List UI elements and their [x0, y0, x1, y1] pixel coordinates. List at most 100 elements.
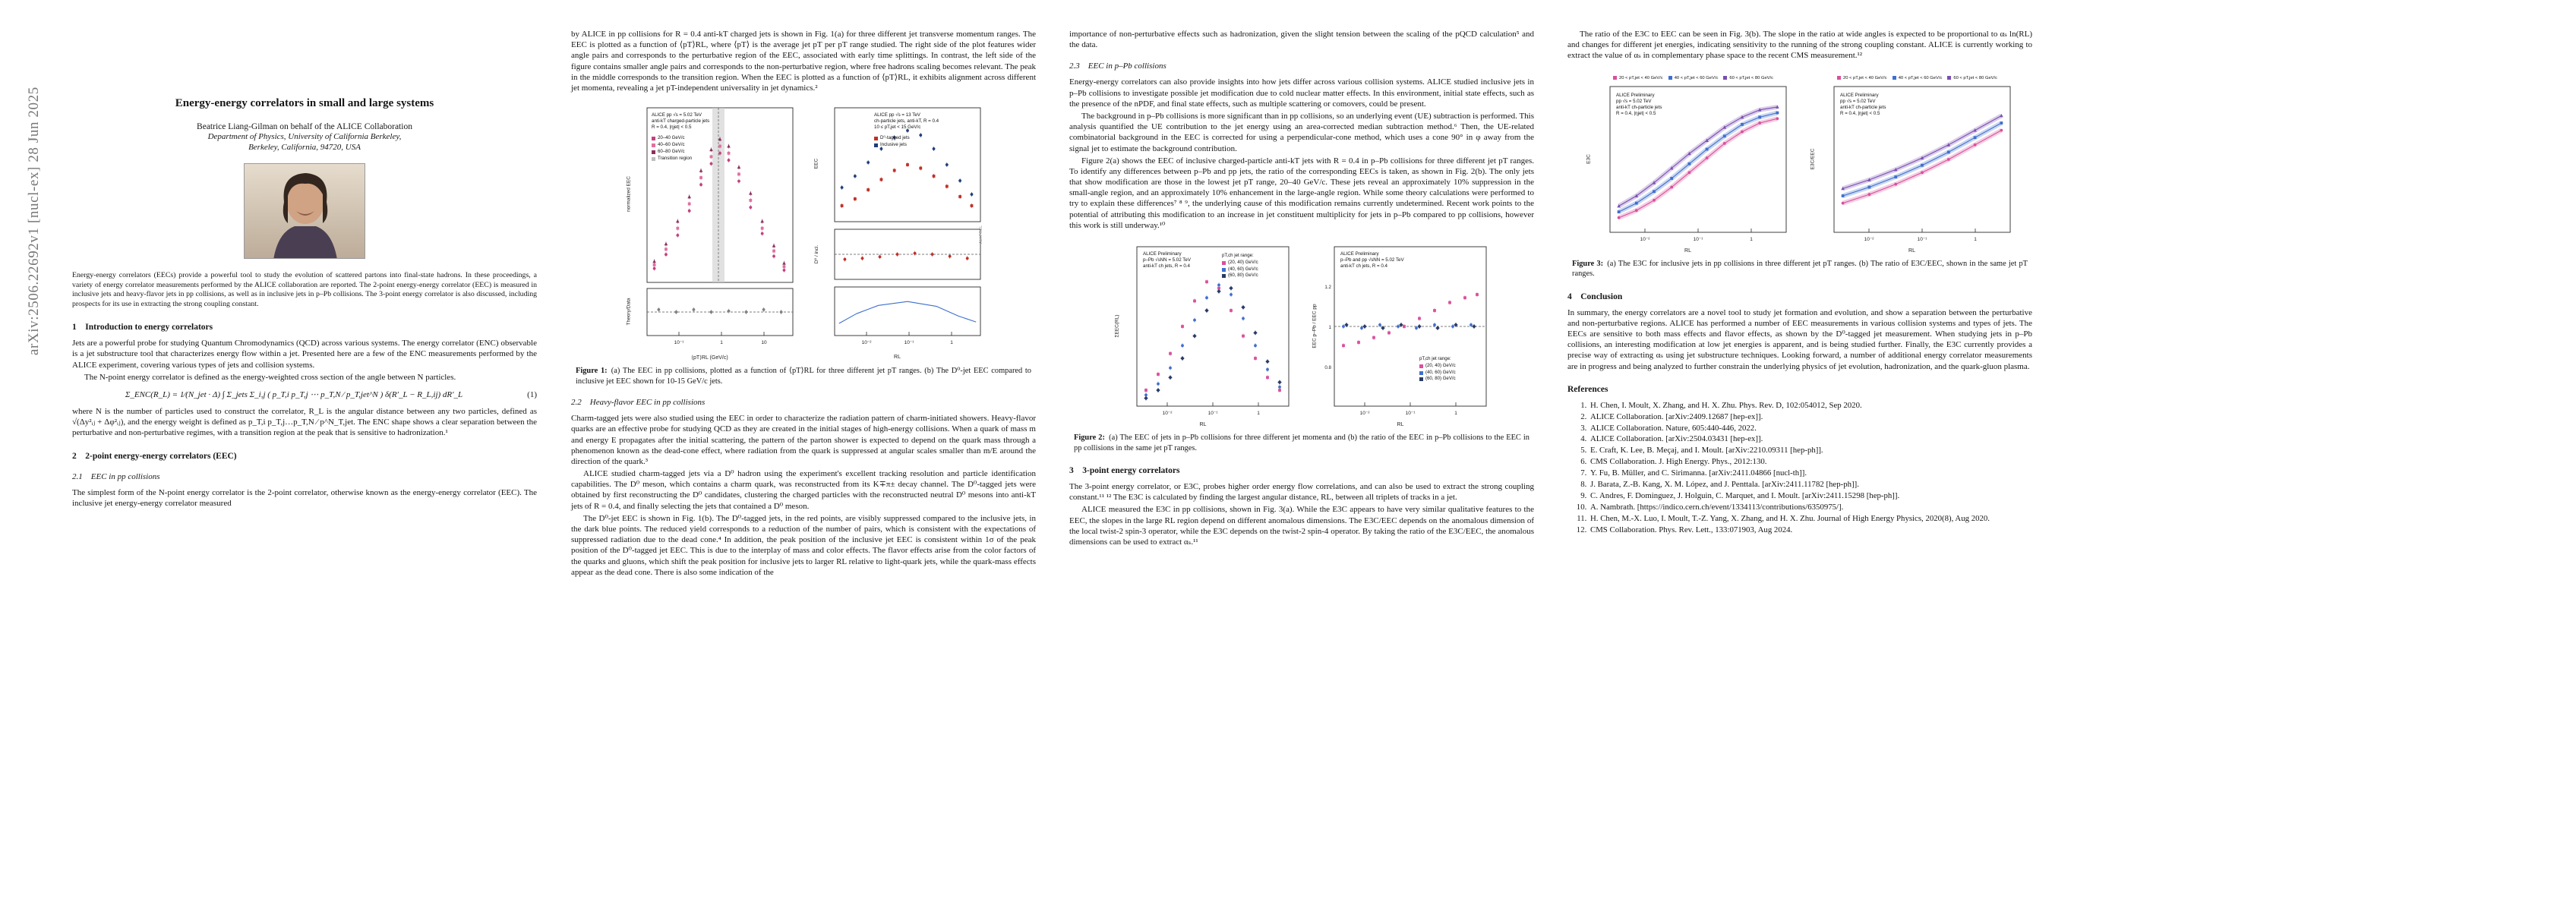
abstract-text: Energy-energy correlators (EECs) provide… [72, 270, 537, 309]
x-tick-label: 10 [761, 340, 767, 345]
e3c-eec-ratio-plot: 10⁻² 10⁻¹ 1 [1833, 86, 2011, 242]
figure-2-caption: Figure 2: (a) The EEC of jets in p–Pb co… [1074, 433, 1530, 453]
alice-figure-id: ALI-PREL [978, 225, 983, 244]
data-series [840, 128, 974, 197]
section-2-heading: 2 2-point energy-energy correlators (EEC… [72, 451, 237, 461]
paragraph: ALICE measured the E3C in pp collisions,… [1069, 505, 1534, 547]
data-series [1841, 113, 2003, 191]
eec-pp-plot: 10⁻¹ 1 10 [646, 107, 794, 345]
data-series [1144, 282, 1281, 398]
legend-item: 60–80 GeV/c [652, 149, 692, 156]
legend-marker-icon [1222, 274, 1226, 279]
figure-2-panel-b: 10⁻² 10⁻¹ 1 1.2 1 0.8 ALICE Preliminary … [1305, 241, 1495, 427]
references-list: H. Chen, I. Moult, X. Zhang, and H. X. Z… [1574, 400, 2032, 536]
data-series [1841, 120, 2003, 198]
plot-header-line: ch-particle jets, anti-kT, R = 0.4 [874, 118, 939, 125]
legend-item: (60, 80) GeV/c [1419, 376, 1456, 383]
plot-header: ALICE pp √s = 5.02 TeV anti-kT charged-p… [652, 112, 709, 131]
data-series [1841, 128, 2003, 206]
legend-marker-icon [874, 137, 878, 141]
figure-2-panel-a: 10⁻² 10⁻¹ 1 ALICE Preliminary p–Pb √sNN … [1108, 241, 1298, 427]
plot-header-line: ALICE Preliminary [1143, 251, 1182, 257]
legend-item: 40 < pT,jet < 60 GeV/c [1668, 75, 1718, 81]
ratio-axis-label: D⁰ / incl. [814, 244, 819, 264]
paragraph: The N-point energy correlator is defined… [84, 372, 456, 382]
legend-marker-icon [1419, 364, 1423, 368]
legend-item: (20, 40) GeV/c [1222, 260, 1258, 266]
paragraph: The simplest form of the N-point energy … [72, 487, 537, 508]
reference-item: C. Andres, F. Dominguez, J. Holguin, C. … [1589, 490, 2032, 502]
plot-legend: pT,ch jet range: (20, 40) GeV/c (40, 60)… [1222, 253, 1258, 279]
y-axis-label: ΣEEC(RL) [1114, 314, 1120, 338]
legend-label: 20 < pT,jet < 40 GeV/c [1843, 75, 1887, 80]
paragraph: The ratio of the E3C to EEC can be seen … [1567, 30, 2032, 61]
reference-item: ALICE Collaboration. [arXiv:2504.03431 [… [1589, 433, 2032, 445]
x-tick-label: 1 [720, 340, 723, 345]
legend-label: 60 < pT,jet < 80 GeV/c [1729, 75, 1774, 80]
legend-item: (20, 40) GeV/c [1419, 363, 1456, 370]
section-1-heading: 1 Introduction to energy correlators [72, 323, 213, 333]
plot-header: ALICE Preliminary pp √s = 5.02 TeV anti-… [1840, 93, 1886, 117]
legend-label: (40, 60) GeV/c [1228, 266, 1258, 272]
data-series [1144, 279, 1281, 392]
data-series [1144, 285, 1282, 401]
section-2-2-heading: 2.2 Heavy-flavor EEC in pp collisions [571, 398, 706, 408]
figure-1: 10⁻¹ 1 10 ALICE pp √s = 5.02 TeV anti-kT… [571, 103, 1036, 361]
paragraph: by ALICE in pp collisions for R = 0.4 an… [571, 30, 1036, 93]
caption-label: Figure 3: [1572, 259, 1604, 268]
legend-marker-icon [652, 137, 655, 141]
legend-marker-icon [874, 143, 878, 147]
plot-header-line: p–Pb and pp √sNN = 5.02 TeV [1340, 257, 1404, 263]
legend-marker-icon [1222, 267, 1226, 272]
caption-text: (a) The E3C for inclusive jets in pp col… [1572, 259, 2028, 279]
figure-3: 10⁻² 10⁻¹ 1 20 < pT,jet < 40 GeV/c 40 < … [1567, 71, 2032, 254]
plot-legend: 20–40 GeV/c 40–60 GeV/c 60–80 GeV/c Tran… [652, 135, 692, 162]
y-axis-label: E3C/EEC [1810, 148, 1816, 169]
plot-header: ALICE Preliminary p–Pb √sNN = 5.02 TeV a… [1143, 251, 1191, 270]
legend-label: (40, 60) GeV/c [1425, 369, 1456, 375]
legend-label: 60 < pT,jet < 80 GeV/c [1953, 75, 1998, 80]
x-tick-label: 10⁻¹ [904, 340, 915, 345]
figure-1-panel-a: 10⁻¹ 1 10 ALICE pp √s = 5.02 TeV anti-kT… [620, 103, 800, 361]
caption-text: (a) The EEC in pp collisions, plotted as… [576, 367, 1032, 386]
ratio-series [843, 251, 969, 262]
paragraph: The 3-point energy correlator, or E3C, p… [1069, 482, 1534, 503]
bottom-series [838, 301, 977, 324]
paragraph: The background in p–Pb collisions is mor… [1069, 111, 1534, 153]
page-column-3: importance of non-perturbative effects s… [1069, 29, 1534, 547]
figure-1-panel-b: 10⁻² 10⁻¹ 1 ALICE pp √s = 13 TeV ch-part… [807, 103, 987, 361]
eec-ratio-plot: 10⁻² 10⁻¹ 1 1.2 1 0.8 [1324, 246, 1487, 416]
paragraph: ALICE studied charm-tagged jets via a D⁰… [571, 469, 1036, 511]
page-title: Energy-energy correlators in small and l… [175, 97, 434, 109]
equation-number: (1) [527, 389, 537, 399]
reference-item: H. Chen, I. Moult, X. Zhang, and H. X. Z… [1589, 400, 2032, 411]
legend-marker-icon [1837, 76, 1841, 80]
plot-header-line: ALICE pp √s = 13 TeV [874, 112, 920, 118]
legend-label: 60–80 GeV/c [658, 148, 685, 154]
x-tick-label: 1 [950, 340, 953, 345]
legend-item: (60, 80) GeV/c [1222, 273, 1258, 279]
paragraph: importance of non-perturbative effects s… [1069, 30, 1534, 50]
legend-item: 20–40 GeV/c [652, 135, 692, 142]
y-tick-label: 1.2 [1324, 285, 1331, 290]
reference-item: CMS Collaboration. J. High Energy. Phys.… [1589, 456, 2032, 468]
x-tick-label: 10⁻² [1640, 237, 1651, 242]
plot-header-line: anti-kT charged-particle jets [652, 118, 710, 125]
legend-marker-icon [1222, 260, 1226, 265]
reference-item: CMS Collaboration. Phys. Rev. Lett., 133… [1589, 525, 2032, 536]
plot-header: ALICE Preliminary pp √s = 5.02 TeV anti-… [1616, 93, 1662, 117]
ratio-series [657, 307, 783, 315]
x-tick-label: 10⁻¹ [1918, 237, 1928, 242]
x-axis-label: RL [1199, 422, 1207, 427]
legend-marker-icon [1668, 76, 1672, 80]
plot-header: ALICE pp √s = 13 TeV ch-particle jets, a… [874, 112, 939, 131]
data-series [652, 150, 786, 273]
plot-legend: 20 < pT,jet < 40 GeV/c 40 < pT,jet < 60 … [1837, 75, 1997, 81]
y-tick-label: 1 [1329, 325, 1332, 330]
y-axis-label: EEC p–Pb / EEC pp [1312, 304, 1318, 348]
figure-3-panel-a: 10⁻² 10⁻¹ 1 20 < pT,jet < 40 GeV/c 40 < … [1580, 71, 1796, 254]
caption-text: (a) The EEC of jets in p–Pb collisions f… [1074, 433, 1530, 452]
paragraph: The D⁰-jet EEC is shown in Fig. 1(b). Th… [571, 513, 1036, 577]
x-axis-label: ⟨pT⟩RL (GeV/c) [691, 355, 728, 361]
plot-legend: pT,ch jet range: (20, 40) GeV/c (40, 60)… [1419, 356, 1456, 383]
